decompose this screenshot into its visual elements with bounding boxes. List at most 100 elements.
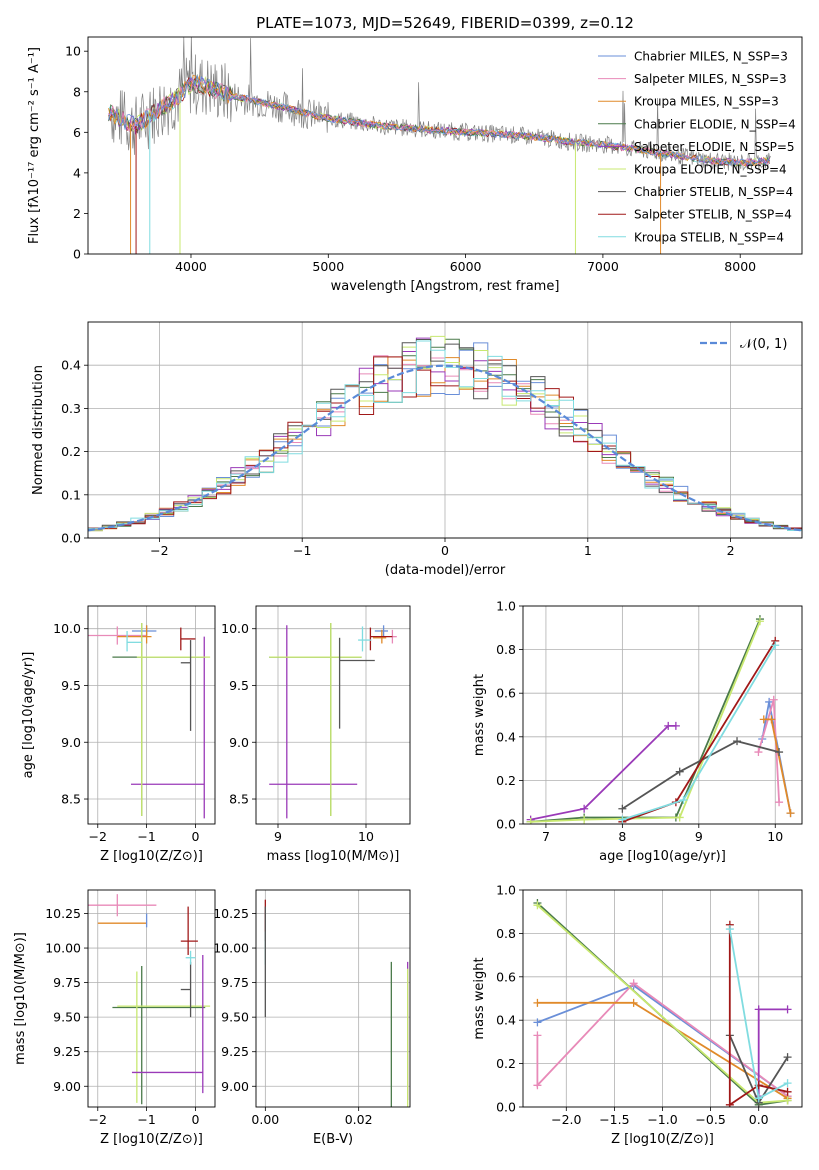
x-axis-label: E(B-V) (313, 1132, 353, 1147)
point-marker (618, 804, 627, 813)
axes: −2 −1 0 8.5 9.0 9.5 10.0 Z [log10(Z/Z⊙)] age [lo… (21, 605, 216, 864)
errorbar-point (126, 630, 142, 652)
grid (88, 606, 215, 824)
x-tick-label: 10 (358, 829, 374, 844)
y-axis-label: Flux [fλ10⁻¹⁷ erg cm⁻² s⁻¹ A⁻¹] (27, 47, 42, 244)
y-tick-label: 9.25 (53, 1044, 81, 1059)
y-tick-label: 0.3 (61, 401, 81, 416)
y-tick-label: 9.0 (61, 735, 81, 750)
chart-7: −2.0 −1.5 −1.0 −0.5 0.0 0.0 0.2 0.4 0.6 0.8 1.0 Z [… (472, 883, 803, 1147)
point-marker (775, 748, 784, 757)
y-tick-label: 8.5 (61, 792, 81, 807)
axes: 9 10 8.5 9.0 9.5 10.0 mass [log10(M/M⊙)] (221, 605, 411, 864)
legend: 𝒩(0, 1) (700, 337, 787, 352)
legend-label: Chabrier STELIB, N_SSP=4 (634, 185, 793, 199)
point-marker (783, 1087, 792, 1096)
point-marker (533, 901, 542, 910)
y-tick-label: 0.4 (496, 1013, 516, 1028)
x-axis-label: age [log10(age/yr)] (599, 849, 726, 864)
y-axis-label: age [log10(age/yr)] (21, 652, 36, 779)
x-axis-label: Z [log10(Z/Z⊙)] (100, 1132, 203, 1147)
y-tick-label: 0.1 (61, 487, 81, 502)
plot-area (88, 894, 211, 1105)
y-tick-label: 10.00 (213, 941, 249, 956)
point-marker (533, 1081, 542, 1090)
y-tick-label: 9.0 (229, 735, 249, 750)
point-marker (754, 748, 763, 757)
x-tick-label: −0.5 (695, 1112, 725, 1127)
plot-area (269, 623, 397, 819)
chart-4: 7 8 9 10 0.0 0.2 0.4 0.6 0.8 1.0 age [log10(age/yr… (472, 599, 803, 864)
point-marker (629, 979, 638, 988)
chart-2: −2 −1 0 8.5 9.0 9.5 10.0 Z [log10(Z/Z⊙)] age [lo… (21, 605, 216, 864)
y-tick-label: 0.0 (496, 817, 516, 832)
y-tick-label: 0.4 (496, 729, 516, 744)
y-tick-label: 0.2 (496, 773, 516, 788)
errorbar-point (180, 627, 196, 651)
errorbar-point (269, 623, 362, 817)
x-tick-label: 0.0 (749, 1112, 769, 1127)
errorbar-point (358, 626, 372, 652)
errorbar-point (369, 627, 393, 651)
errorbar-point (180, 961, 192, 1018)
x-tick-label: 8 (618, 829, 626, 844)
chart-6: 0.00 0.02 9.00 9.25 9.50 9.75 10.00 10.25 E(B-V) (213, 889, 411, 1147)
y-tick-label: 0 (73, 247, 81, 262)
x-tick-label: −1.0 (647, 1112, 677, 1127)
axes-frame (522, 889, 803, 1108)
x-tick-label: 9 (695, 829, 703, 844)
errorbar-point (117, 971, 211, 1103)
y-tick-label: 0.6 (496, 686, 516, 701)
series-line-salpeter_miles (536, 982, 789, 1097)
y-tick-label: 9.75 (221, 975, 249, 990)
point-marker (533, 998, 542, 1007)
errorbar-point (88, 626, 147, 645)
y-tick-label: 1.0 (496, 883, 516, 898)
chart-0: 4000 5000 6000 7000 8000 0 2 4 6 8 10 wavelength [A… (27, 36, 803, 294)
series-line-chabrier_stelib (621, 740, 780, 810)
y-tick-label: 0.0 (496, 1100, 516, 1115)
y-tick-label: 0.4 (61, 358, 81, 373)
axes-frame (87, 889, 216, 1108)
point-marker (767, 715, 776, 724)
axes-frame (522, 605, 803, 825)
y-tick-label: 8.5 (229, 792, 249, 807)
point-marker (786, 809, 795, 818)
y-tick-label: 1.0 (496, 599, 516, 614)
axes-frame (87, 321, 803, 539)
y-tick-label: 10.0 (221, 621, 249, 636)
point-marker (783, 1005, 792, 1014)
errorbar-point (185, 950, 196, 965)
legend: Chabrier MILES, N_SSP=3 Salpeter MILES, N… (598, 50, 796, 244)
y-tick-label: 8 (73, 84, 81, 99)
legend-label: Salpeter ELODIE, N_SSP=5 (634, 140, 795, 154)
legend-label: Kroupa STELIB, N_SSP=4 (634, 230, 784, 244)
legend-label: 𝒩(0, 1) (740, 337, 787, 352)
axes: 7 8 9 10 0.0 0.2 0.4 0.6 0.8 1.0 age [log10(age/yr… (472, 599, 803, 864)
x-axis-label: Z [log10(Z/Z⊙)] (611, 1132, 714, 1147)
y-axis-label: Normed distribution (31, 365, 46, 495)
legend-label: Chabrier MILES, N_SSP=3 (634, 50, 788, 64)
chart-3: 9 10 8.5 9.0 9.5 10.0 mass [log10(M/M⊙)] (221, 605, 411, 864)
legend-label: Chabrier ELODIE, N_SSP=4 (634, 117, 796, 131)
point-marker (769, 695, 778, 704)
y-tick-label: 0.8 (496, 926, 516, 941)
point-marker (580, 804, 589, 813)
y-tick-label: 10.25 (45, 906, 81, 921)
y-tick-label: 0.2 (61, 444, 81, 459)
errorbar-point (117, 625, 152, 644)
point-marker (759, 715, 768, 724)
x-tick-label: −1 (293, 543, 311, 558)
grid (256, 606, 410, 824)
errorbar-point (131, 954, 204, 1094)
x-tick-label: −1.5 (599, 1112, 629, 1127)
model-spectrum-salpeter_elodie (108, 76, 771, 167)
y-tick-label: 0.6 (496, 969, 516, 984)
x-tick-label: −2 (89, 1112, 107, 1127)
point-marker (664, 721, 673, 730)
plot-area (88, 623, 211, 819)
axes: 4000 5000 6000 7000 8000 0 2 4 6 8 10 wavelength [A… (27, 36, 803, 294)
x-axis-label: wavelength [Angstrom, rest frame] (331, 279, 560, 294)
y-tick-label: 9.50 (53, 1010, 81, 1025)
